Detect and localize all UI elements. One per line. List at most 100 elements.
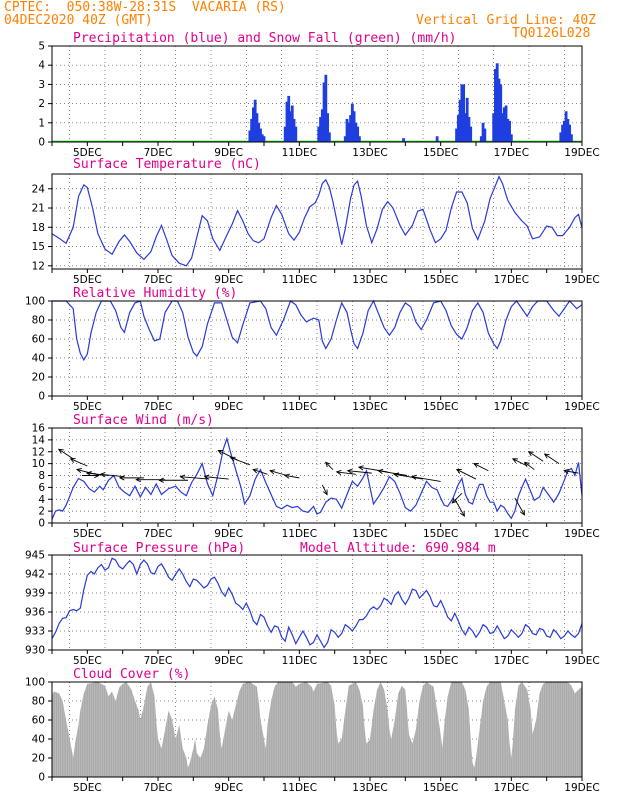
y-tick-label: 945	[25, 550, 45, 562]
precip-bar	[358, 136, 361, 142]
x-tick-label: 5DEC	[73, 401, 102, 413]
precip-bar	[462, 84, 466, 142]
x-tick-label: 5DEC	[73, 528, 102, 540]
y-tick-label: 939	[25, 588, 45, 600]
y-tick-label: 2	[38, 98, 45, 110]
wind-arrow-head	[335, 469, 342, 476]
x-tick-label: 13DEC	[352, 528, 387, 540]
wind-arrow-head	[324, 461, 331, 468]
precip-bar	[479, 136, 483, 142]
y-tick-label: 21	[32, 203, 45, 215]
x-tick-label: 15DEC	[423, 147, 458, 159]
precip-bar	[345, 118, 349, 142]
precip-bar	[501, 113, 504, 142]
precip-bar	[292, 118, 296, 142]
x-tick-label: 17DEC	[494, 782, 529, 794]
wind-arrow-head	[322, 489, 328, 496]
x-tick-label: 19DEC	[564, 401, 599, 413]
y-tick-label: 60	[32, 715, 45, 727]
precip-bar	[464, 113, 467, 142]
wind-arrow	[528, 451, 544, 462]
precip-bar	[509, 134, 513, 142]
wind-arrow-head	[543, 453, 550, 459]
wind-arrow-head	[357, 465, 364, 471]
wind-arrow-head	[269, 469, 276, 475]
panel-frame	[51, 45, 583, 143]
x-tick-label: 11DEC	[282, 528, 317, 540]
wind-arrow	[252, 469, 268, 475]
precip-bar	[255, 113, 259, 142]
precip-bar	[250, 118, 254, 142]
wind-arrow-head	[75, 468, 82, 474]
wind-arrow	[563, 470, 579, 474]
x-tick-label: 15DEC	[423, 782, 458, 794]
series-line	[51, 557, 583, 649]
precip-bar	[356, 126, 360, 142]
wind-arrow	[204, 476, 229, 480]
panel-frame	[51, 173, 583, 270]
wind-arrow	[180, 476, 210, 480]
panel-title: Cloud Cover (%)	[73, 667, 190, 682]
y-tick-label: 6	[38, 482, 45, 494]
wind-arrow	[347, 470, 372, 474]
precip-bar	[562, 120, 566, 142]
wind-arrow-head	[455, 468, 462, 474]
precip-bar	[350, 103, 354, 142]
wind-arrow-head	[118, 475, 125, 481]
wind-arrow	[454, 499, 465, 517]
wind-arrow-head	[252, 468, 259, 474]
precip-bar	[259, 128, 262, 142]
precip-bar	[354, 122, 358, 142]
wind-arrow	[524, 462, 535, 470]
x-tick-label: 5DEC	[73, 655, 102, 667]
precip-bar	[458, 99, 462, 142]
precip-bar	[494, 69, 497, 142]
x-tick-label: 7DEC	[144, 655, 173, 667]
wind-arrow	[70, 458, 88, 467]
precip-bar	[349, 115, 352, 142]
x-tick-label: 17DEC	[494, 528, 529, 540]
precip-bar	[455, 128, 458, 142]
y-tick-label: 5	[38, 41, 45, 53]
precip-bar	[460, 84, 464, 142]
wind-arrow-head	[523, 461, 530, 468]
wind-arrow	[284, 475, 300, 479]
precip-bar	[322, 82, 326, 142]
panel-title: Surface Pressure (hPa)	[73, 541, 245, 556]
x-tick-label: 5DEC	[73, 274, 102, 286]
header-station: CPTEC: 050:38W-28:31S VACARIA (RS)	[4, 0, 286, 15]
x-tick-label: 15DEC	[423, 401, 458, 413]
x-tick-label: 13DEC	[352, 782, 387, 794]
y-tick-label: 12	[32, 446, 45, 458]
precip-bar	[506, 118, 510, 142]
wind-arrow	[321, 484, 328, 495]
precip-bar	[283, 126, 287, 142]
wind-arrow-head	[460, 511, 465, 517]
x-tick-label: 13DEC	[352, 274, 387, 286]
y-tick-label: 100	[25, 296, 45, 308]
precip-bar	[559, 132, 563, 142]
precip-bar	[320, 109, 324, 142]
precip-bar	[483, 128, 487, 142]
x-tick-label: 19DEC	[564, 147, 599, 159]
wind-arrow	[514, 497, 525, 516]
x-tick-label: 17DEC	[494, 274, 529, 286]
x-tick-label: 19DEC	[564, 782, 599, 794]
x-tick-label: 19DEC	[564, 528, 599, 540]
precip-bar	[289, 111, 292, 142]
x-tick-label: 15DEC	[423, 528, 458, 540]
x-tick-label: 7DEC	[144, 274, 173, 286]
x-tick-label: 7DEC	[144, 782, 173, 794]
x-tick-label: 19DEC	[564, 274, 599, 286]
precip-bar	[327, 132, 331, 142]
precip-bar	[262, 136, 266, 142]
y-tick-label: 8	[38, 470, 45, 482]
series-line	[51, 436, 583, 520]
wind-arrow-head	[393, 472, 400, 478]
precip-bar	[561, 124, 564, 142]
wind-arrow	[544, 453, 560, 464]
wind-arrow-head	[451, 498, 458, 504]
wind-arrow	[58, 448, 74, 460]
y-tick-label: 40	[32, 353, 45, 365]
wind-arrow-head	[57, 448, 64, 454]
